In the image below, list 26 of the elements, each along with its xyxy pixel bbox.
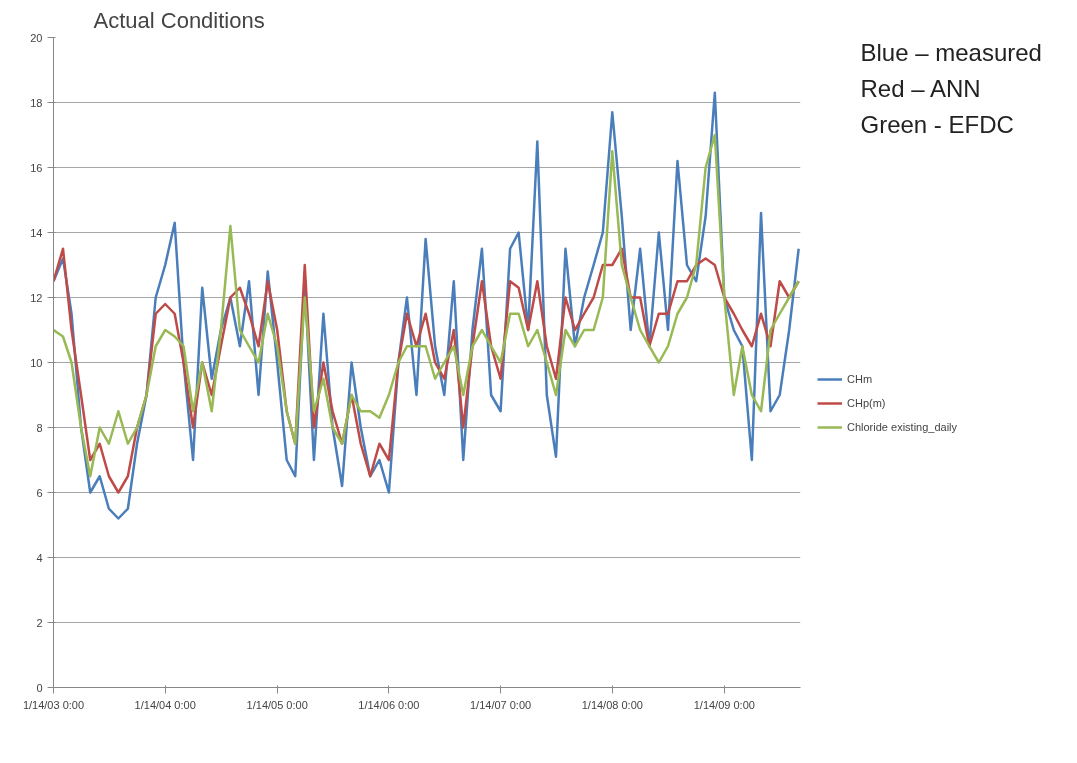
y-tick-label: 6: [36, 486, 43, 499]
y-tick-label: 18: [30, 96, 43, 109]
text: Red – ANN: [860, 74, 981, 102]
y-tick-label: 0: [36, 681, 43, 694]
legend-label: Chloride existing_daily: [847, 421, 958, 433]
y-tick-label: 8: [36, 421, 43, 434]
y-tick-label: 12: [30, 291, 43, 304]
line-series: [53, 133, 800, 478]
y-tick-label: 20: [30, 31, 43, 44]
x-tick-label: 1/14/04 0:00: [134, 698, 196, 711]
x-tick-label: 1/14/03 0:00: [22, 698, 85, 711]
y-tick-label: 16: [30, 161, 43, 174]
text: Green - EFDC: [860, 110, 1014, 138]
y-tick-label: 4: [36, 551, 43, 564]
x-tick-label: 1/14/09 0:00: [693, 698, 755, 711]
y-tick-label: 2: [36, 616, 43, 629]
x-tick-label: 1/14/06 0:00: [358, 698, 420, 711]
x-tick-label: 1/14/08 0:00: [581, 698, 643, 711]
legend-label: CHm: [847, 373, 873, 385]
y-tick-label: 10: [30, 356, 43, 369]
chart-title: Actual Conditions: [93, 7, 265, 33]
x-tick-label: 1/14/05 0:00: [246, 698, 308, 711]
legend-label: CHp(m): [847, 397, 886, 409]
y-tick-label: 14: [30, 226, 43, 239]
x-tick-label: 1/14/07 0:00: [470, 698, 532, 711]
text: Blue – measured: [860, 38, 1042, 66]
